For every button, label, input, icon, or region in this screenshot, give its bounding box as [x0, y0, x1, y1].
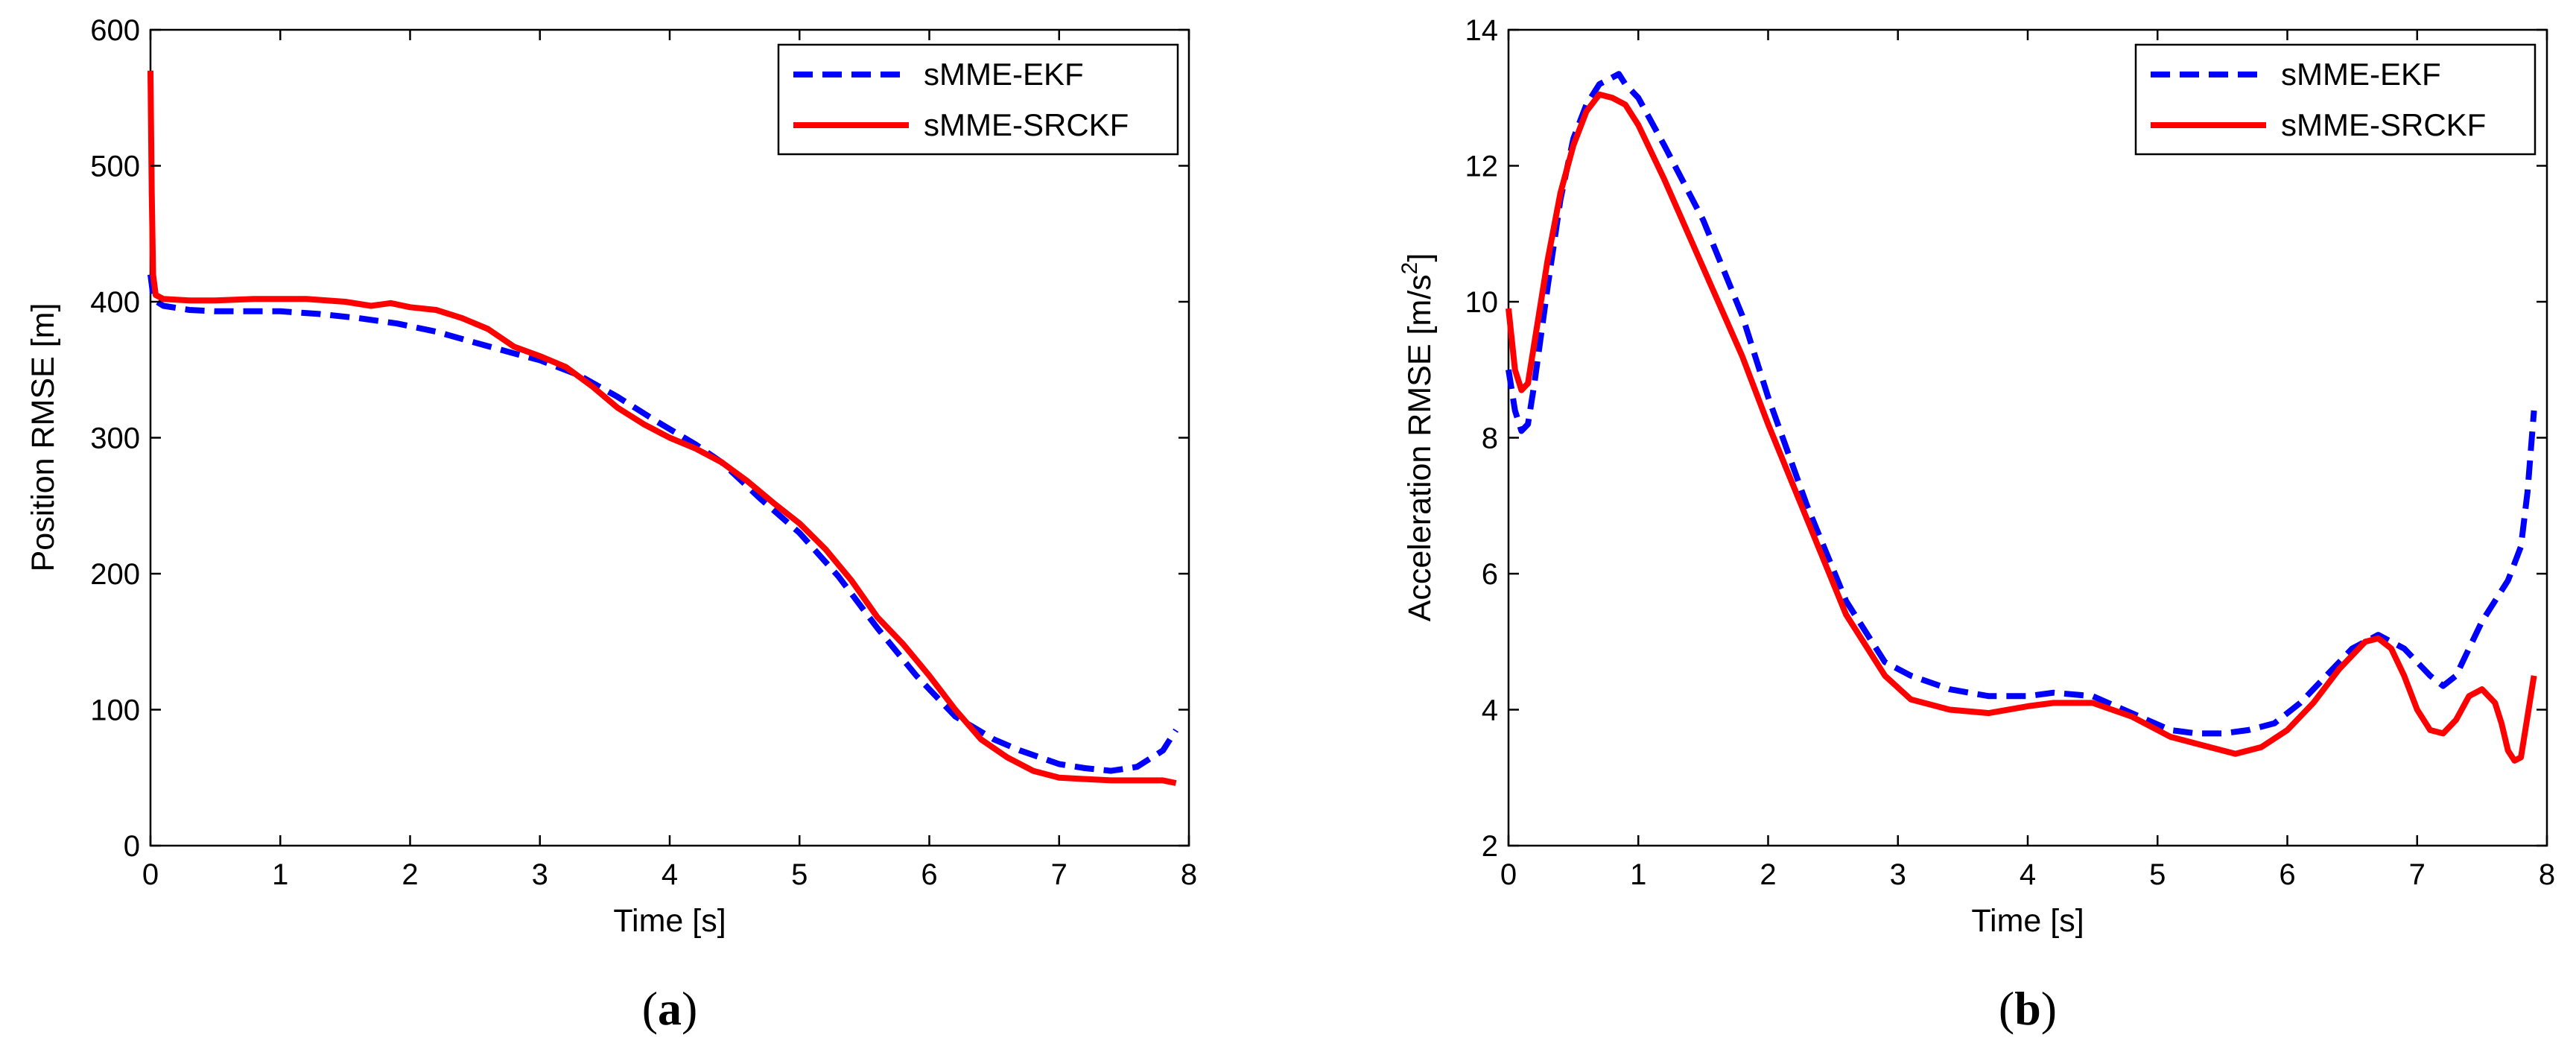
- chart-a-xtick-label: 4: [662, 858, 678, 891]
- chart-a-xtick-label: 6: [921, 858, 937, 891]
- chart-b-xtick-label: 0: [1500, 858, 1517, 891]
- chart-b-legend: sMME-EKF sMME-SRCKF: [2134, 43, 2537, 156]
- chart-b-xtick-label: 3: [1890, 858, 1906, 891]
- chart-b-series-smme-srckf: [1506, 91, 2537, 764]
- chart-a-xtick-label: 3: [532, 858, 548, 891]
- chart-a-series-smme-srckf: [147, 70, 1177, 786]
- chart-a-xtick-label: 8: [1181, 858, 1197, 891]
- chart-b-xtick-label: 7: [2409, 858, 2426, 891]
- chart-a-y-axis-label: Position RMSE [m]: [25, 303, 61, 572]
- chart-b-xtick-label: 1: [1630, 858, 1646, 891]
- chart-b-ytick-label: 12: [1465, 151, 1499, 183]
- chart-a-legend-label-srckf: sMME-SRCKF: [924, 107, 1129, 142]
- chart-a-legend: sMME-EKF sMME-SRCKF: [777, 43, 1179, 156]
- chart-b-caption: (b): [1999, 982, 2057, 1035]
- chart-b-legend-box: [2134, 43, 2537, 156]
- chart-a-ytick-label: 0: [124, 830, 140, 863]
- chart-b-legend-label-srckf: sMME-SRCKF: [2281, 107, 2486, 142]
- chart-b-xtick-label: 6: [2279, 858, 2295, 891]
- chart-a-series-smme-ekf: [147, 273, 1178, 774]
- chart-a-legend-label-ekf: sMME-EKF: [924, 57, 1084, 92]
- chart-a-xtick-label: 1: [272, 858, 288, 891]
- chart-b-ytick-label: 10: [1465, 286, 1499, 319]
- chart-a-ytick-label: 600: [90, 14, 140, 47]
- chart-b-x-axis-label: Time [s]: [1971, 903, 2084, 939]
- chart-b-ytick-label: 4: [1482, 694, 1498, 727]
- chart-b-xtick-label: 8: [2539, 858, 2555, 891]
- chart-a-x-axis-label: Time [s]: [613, 903, 726, 939]
- chart-a-xtick-label: 7: [1051, 858, 1067, 891]
- chart-a-ytick-label: 400: [90, 286, 140, 319]
- chart-a-ytick-label: 100: [90, 694, 140, 727]
- chart-b-xtick-label: 5: [2149, 858, 2166, 891]
- chart-a-ytick-label: 300: [90, 422, 140, 455]
- chart-a-ytick-label: 500: [90, 151, 140, 183]
- chart-b-ytick-label: 2: [1482, 830, 1498, 863]
- chart-b-ytick-label: 14: [1465, 14, 1499, 47]
- chart-a-xtick-label: 2: [402, 858, 418, 891]
- chart-a-xtick-label: 0: [142, 858, 159, 891]
- chart-b-xtick-label: 2: [1760, 858, 1776, 891]
- chart-a: 0 1 2 3 4 5 6 7 8 0 100 200 300 400 500 600 Time [s] Po…: [25, 14, 1197, 1035]
- chart-a-legend-box: [777, 43, 1179, 156]
- chart-b-ytick-label: 6: [1482, 558, 1498, 591]
- chart-a-ytick-label: 200: [90, 558, 140, 591]
- chart-a-xtick-label: 5: [791, 858, 808, 891]
- chart-b-legend-label-ekf: sMME-EKF: [2281, 57, 2441, 92]
- chart-b-y-axis-label: Acceleration RMSE [m/s2]: [1398, 253, 1438, 622]
- chart-b-ytick-label: 8: [1482, 422, 1498, 455]
- chart-a-caption: (a): [642, 982, 698, 1035]
- chart-b-xtick-label: 4: [2020, 858, 2036, 891]
